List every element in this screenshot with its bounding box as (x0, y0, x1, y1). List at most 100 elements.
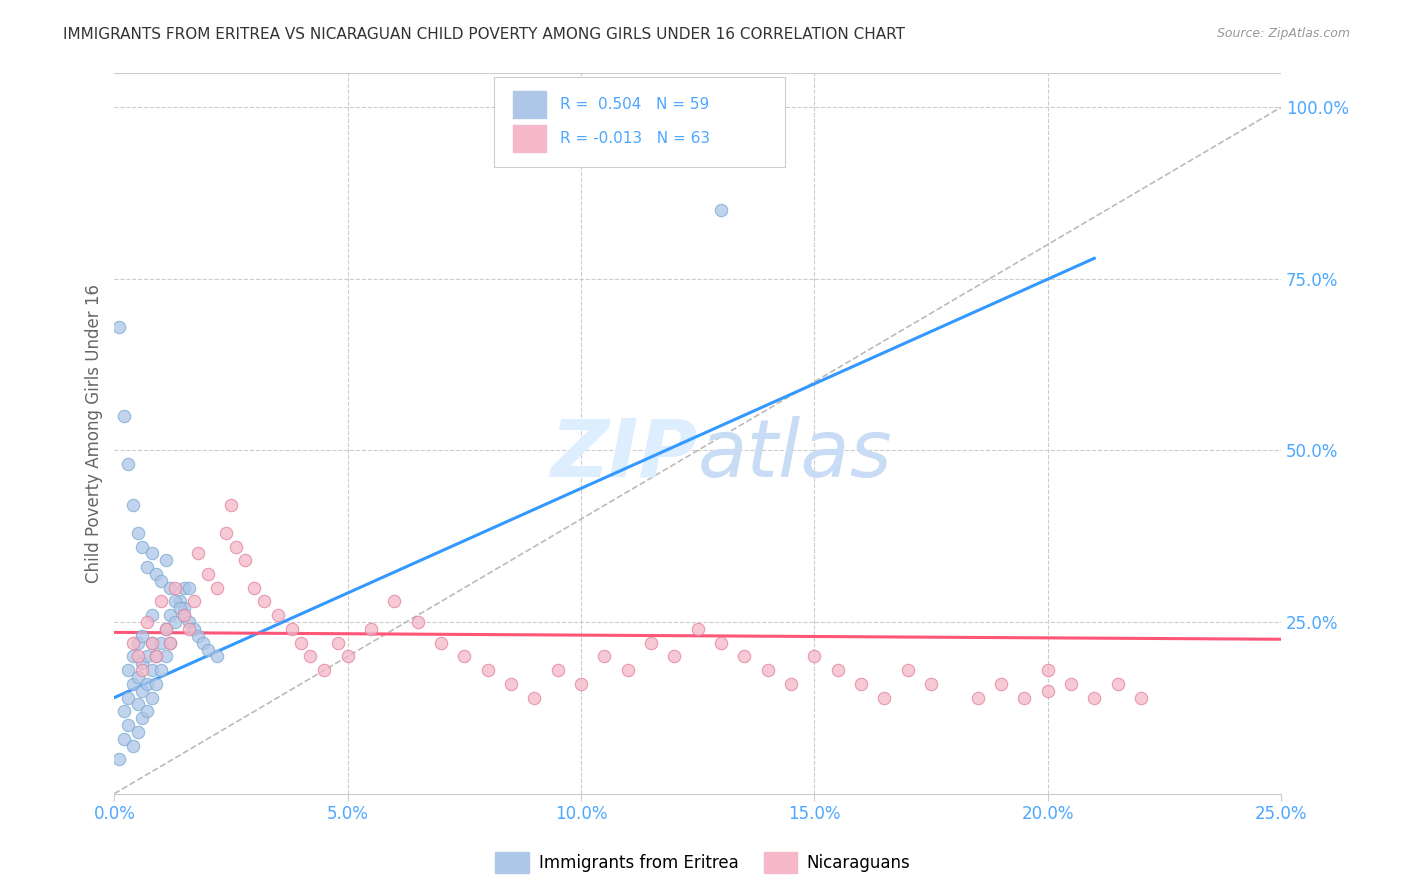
Point (141, 663, 163, 677)
Point (897, 663, 920, 677)
Point (205, 649, 228, 664)
Point (280, 622, 302, 636)
Point (136, 615, 159, 629)
Point (159, 635, 181, 649)
Point (1014, 690, 1036, 705)
Point (593, 649, 616, 664)
Point (547, 663, 569, 677)
Point (150, 635, 173, 649)
Point (112, 704, 135, 718)
Point (1036, 683, 1059, 698)
Point (1130, 690, 1153, 705)
Point (686, 622, 709, 636)
Point (183, 594, 205, 608)
Point (155, 649, 177, 664)
Point (187, 546, 209, 560)
Point (1083, 690, 1105, 705)
Point (920, 677, 942, 691)
Point (165, 594, 187, 608)
Point (108, 752, 131, 766)
Point (169, 594, 191, 608)
Legend: Immigrants from Eritrea, Nicaraguans: Immigrants from Eritrea, Nicaraguans (489, 846, 917, 880)
Text: ZIP: ZIP (550, 416, 697, 494)
Point (131, 683, 153, 698)
Point (159, 608, 181, 623)
FancyBboxPatch shape (513, 91, 546, 119)
Point (640, 635, 662, 649)
Point (827, 663, 849, 677)
Point (117, 457, 139, 471)
Point (191, 635, 214, 649)
Point (756, 663, 779, 677)
Point (155, 622, 177, 636)
Point (131, 629, 153, 643)
Point (336, 649, 359, 664)
Text: Source: ZipAtlas.com: Source: ZipAtlas.com (1216, 27, 1350, 40)
Point (710, 635, 733, 649)
Point (127, 635, 149, 649)
Point (131, 663, 153, 677)
Point (150, 663, 173, 677)
Point (141, 608, 163, 623)
Point (197, 567, 219, 582)
Point (267, 608, 290, 623)
Point (664, 649, 686, 664)
Point (1036, 663, 1059, 677)
Point (1107, 677, 1129, 691)
Point (169, 601, 191, 615)
Point (127, 670, 149, 684)
Point (131, 711, 153, 725)
Point (155, 553, 177, 567)
Point (127, 725, 149, 739)
Point (131, 657, 153, 671)
Point (219, 499, 242, 513)
Point (616, 663, 638, 677)
Point (145, 649, 167, 664)
Point (127, 525, 149, 540)
Y-axis label: Child Poverty Among Girls Under 16: Child Poverty Among Girls Under 16 (86, 284, 103, 582)
Point (780, 677, 803, 691)
Point (145, 567, 167, 582)
Point (141, 546, 163, 560)
Point (173, 608, 195, 623)
Point (173, 601, 195, 615)
Point (569, 677, 592, 691)
Text: atlas: atlas (697, 416, 893, 494)
Point (430, 635, 453, 649)
Point (159, 581, 181, 595)
Point (150, 574, 173, 588)
Point (523, 690, 546, 705)
Point (177, 622, 200, 636)
Point (453, 649, 475, 664)
Point (243, 581, 266, 595)
Text: R = -0.013   N = 63: R = -0.013 N = 63 (560, 131, 710, 146)
Point (117, 718, 139, 732)
Point (710, 203, 733, 218)
Point (165, 581, 187, 595)
Point (328, 635, 350, 649)
Point (127, 698, 149, 712)
Point (360, 622, 382, 636)
Point (966, 690, 988, 705)
Point (225, 540, 247, 554)
Point (136, 677, 159, 691)
Point (117, 663, 139, 677)
Point (183, 622, 205, 636)
Point (477, 663, 499, 677)
Point (136, 560, 159, 574)
Point (187, 629, 209, 643)
Point (177, 615, 200, 629)
Point (127, 649, 149, 664)
Point (159, 635, 181, 649)
Point (314, 663, 336, 677)
Point (803, 649, 825, 664)
Point (165, 615, 187, 629)
Point (406, 615, 429, 629)
Point (117, 690, 139, 705)
Point (122, 649, 145, 664)
Point (733, 649, 755, 664)
Point (141, 635, 163, 649)
Point (131, 540, 153, 554)
Point (290, 635, 312, 649)
Point (990, 677, 1012, 691)
